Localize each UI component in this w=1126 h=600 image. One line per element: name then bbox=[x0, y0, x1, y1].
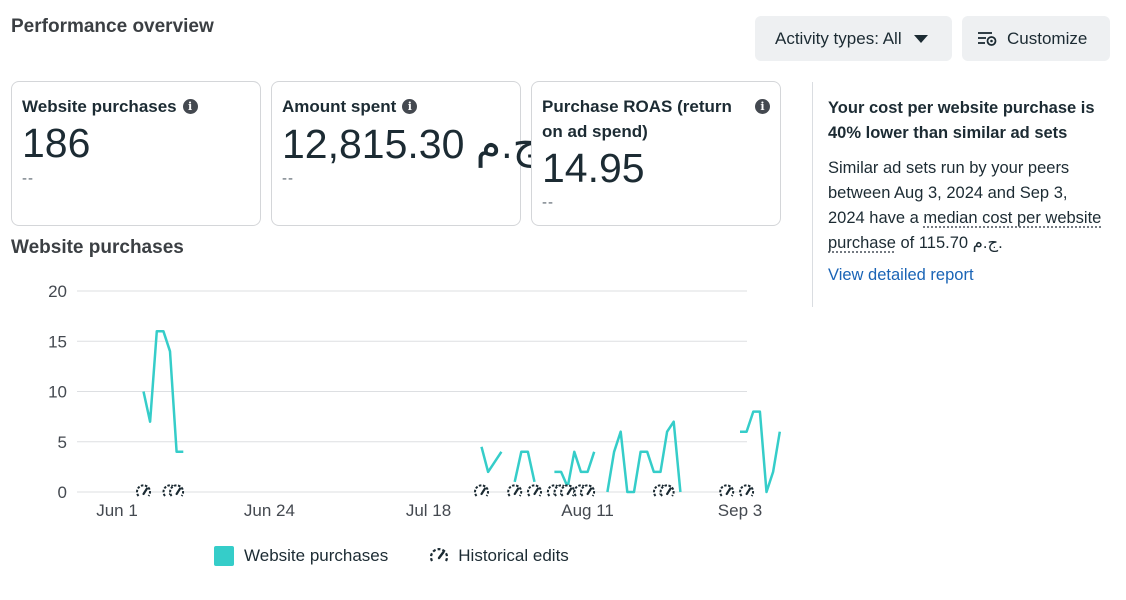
y-tick-label: 15 bbox=[48, 332, 67, 351]
section-divider bbox=[812, 82, 813, 307]
metric-delta: -- bbox=[22, 170, 34, 187]
series-line-segment bbox=[606, 420, 682, 494]
info-icon[interactable]: i bbox=[182, 99, 198, 114]
legend-swatch bbox=[214, 546, 234, 566]
legend-label: Historical edits bbox=[458, 546, 569, 565]
legend-item-website-purchases[interactable]: Website purchases bbox=[214, 546, 388, 566]
activity-types-label: Activity types: All bbox=[775, 28, 902, 48]
historical-edit-marker[interactable] bbox=[739, 484, 755, 499]
page-title: Performance overview bbox=[11, 16, 214, 37]
x-tick-label: Sep 3 bbox=[718, 501, 762, 520]
historical-edit-marker[interactable] bbox=[507, 484, 523, 499]
metric-value: 14.95 bbox=[542, 145, 645, 191]
metric-label: Purchase ROAS (return on ad spend) bbox=[542, 97, 732, 141]
historical-edit-marker[interactable] bbox=[169, 484, 185, 499]
chart-title: Website purchases bbox=[11, 237, 184, 258]
series-line-segment bbox=[513, 450, 536, 483]
median-cost-term[interactable]: median cost per website purchase bbox=[828, 209, 1102, 252]
activity-types-dropdown[interactable]: Activity types: All bbox=[755, 16, 952, 61]
series-line-segment bbox=[554, 450, 596, 489]
metric-label: Website purchases bbox=[22, 97, 177, 116]
customize-button[interactable]: Customize bbox=[962, 16, 1110, 61]
historical-edit-marker[interactable] bbox=[474, 484, 489, 499]
chart-legend: Website purchases Historical edits bbox=[214, 545, 569, 567]
historical-edit-marker[interactable] bbox=[136, 484, 151, 499]
x-tick-label: Jul 18 bbox=[406, 501, 451, 520]
metric-value: 12,815.30 ج.م. bbox=[282, 121, 550, 167]
y-tick-label: 20 bbox=[48, 282, 67, 301]
historical-edit-marker[interactable] bbox=[527, 484, 542, 499]
insight-body: Similar ad sets run by your peers betwee… bbox=[828, 159, 1102, 252]
metric-delta: -- bbox=[542, 194, 554, 211]
historical-edit-marker[interactable] bbox=[560, 484, 576, 499]
info-icon[interactable]: i bbox=[755, 99, 770, 114]
y-tick-label: 5 bbox=[58, 433, 67, 452]
series-line-segment bbox=[740, 410, 782, 494]
caret-down-icon bbox=[913, 34, 928, 43]
website-purchases-chart: 0 5 10 15 20 Jun 1 Jun 24 Jul 18 Aug 11 Sep 3 bbox=[48, 282, 782, 520]
metric-value: 186 bbox=[22, 120, 91, 166]
customize-sliders-icon bbox=[978, 32, 997, 46]
series-line-segment bbox=[480, 446, 503, 474]
historical-edit-marker[interactable] bbox=[580, 484, 596, 499]
customize-label: Customize bbox=[1007, 28, 1088, 48]
insight-heading: Your cost per website purchase is 40% lo… bbox=[828, 99, 1095, 142]
legend-item-historical-edits[interactable]: Historical edits bbox=[428, 545, 569, 567]
legend-label: Website purchases bbox=[244, 546, 389, 565]
x-tick-label: Aug 11 bbox=[561, 501, 614, 520]
metric-card-website-purchases: Website purchases i 186 -- bbox=[11, 81, 261, 226]
historical-edits-icon bbox=[430, 548, 449, 562]
metric-delta: -- bbox=[282, 170, 294, 187]
metric-card-purchase-roas: Purchase ROAS (return on ad spend) i 14.… bbox=[531, 81, 781, 226]
series-line-segment bbox=[142, 329, 184, 454]
historical-edit-marker[interactable] bbox=[719, 484, 735, 499]
y-tick-label: 10 bbox=[48, 383, 67, 402]
x-tick-label: Jun 1 bbox=[96, 501, 138, 520]
metric-card-amount-spent: Amount spent i 12,815.30 ج.م. -- bbox=[271, 81, 550, 226]
insight-panel: Your cost per website purchase is 40% lo… bbox=[828, 96, 1108, 285]
metric-label: Amount spent bbox=[282, 97, 397, 116]
view-detailed-report-link[interactable]: View detailed report bbox=[828, 266, 974, 284]
historical-edit-marker[interactable] bbox=[659, 484, 675, 499]
y-tick-label: 0 bbox=[58, 483, 67, 502]
x-tick-label: Jun 24 bbox=[244, 501, 295, 520]
info-icon[interactable]: i bbox=[402, 99, 418, 114]
